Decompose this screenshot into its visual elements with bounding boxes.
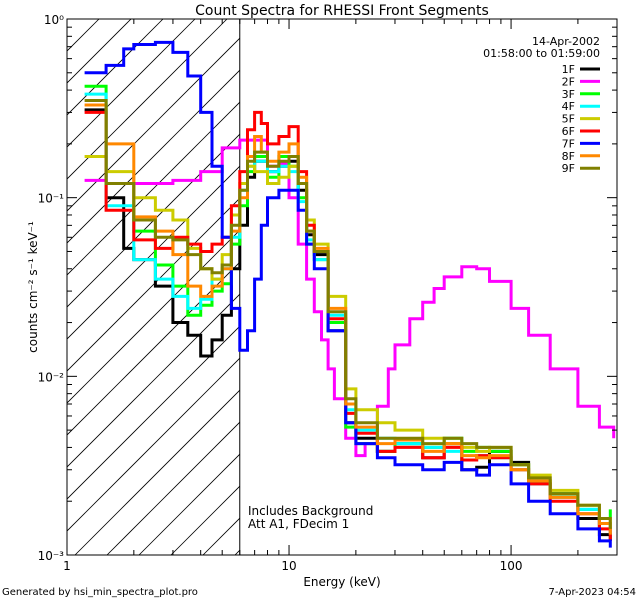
series-line-5f: [84, 155, 612, 529]
hatch-line: [67, 133, 240, 308]
series-line-3f: [84, 84, 612, 520]
hatch-line: [67, 261, 240, 436]
hatch-line: [138, 453, 240, 555]
series-line-8f: [84, 103, 612, 535]
legend-label-8f: 8F: [562, 150, 575, 163]
series-lines: [84, 40, 616, 548]
y-axis-label: counts cm⁻² s⁻¹ keV⁻¹: [26, 221, 40, 353]
y-tick-label: 10⁻²: [38, 370, 65, 384]
legend-label-2f: 2F: [562, 75, 575, 88]
y-tick-label: 10⁰: [44, 13, 64, 27]
legend-label-5f: 5F: [562, 113, 575, 126]
date-label: 14-Apr-2002: [532, 35, 600, 48]
hatch-line: [267, 19, 640, 555]
series-line-9f: [84, 99, 612, 529]
hatch-line: [106, 421, 240, 555]
legend-label-3f: 3F: [562, 88, 575, 101]
hatch-line: [67, 357, 240, 532]
hatch-line: [67, 101, 240, 276]
plot-frame: [66, 18, 618, 556]
x-tick-label: 10: [281, 559, 296, 573]
annotation-background: Includes Background: [248, 504, 373, 518]
series-line-7f: [84, 40, 612, 548]
legend-label-9f: 9F: [562, 162, 575, 175]
axis-ticks: 1 10 100 10⁰ 10⁻¹ 10⁻² 10⁻³: [38, 13, 618, 573]
hatch-line: [67, 325, 240, 500]
hatch-line: [67, 19, 228, 180]
footer-date: 7-Apr-2023 04:54: [549, 587, 636, 598]
hatch-line: [67, 19, 100, 52]
x-tick-label: 1: [63, 559, 71, 573]
hatch-line: [67, 229, 240, 404]
footer-generated-by: Generated by hsi_min_spectra_plot.pro: [2, 587, 198, 598]
y-tick-label: 10⁻³: [38, 549, 65, 563]
legend-label-1f: 1F: [562, 63, 575, 76]
series-line-4f: [84, 92, 612, 535]
hatch-line: [67, 19, 164, 116]
legend-label-6f: 6F: [562, 125, 575, 138]
hatch-line: [67, 165, 240, 340]
hatch-line: [67, 19, 132, 84]
hatch-line: [74, 389, 240, 555]
hatch-line: [67, 293, 240, 468]
x-tick-label: 100: [500, 559, 523, 573]
annotation-attenuator: Att A1, FDecim 1: [248, 517, 349, 531]
legend-label-7f: 7F: [562, 137, 575, 150]
hatch-line: [67, 69, 240, 244]
legend-label-4f: 4F: [562, 100, 575, 113]
y-tick-label: 10⁻¹: [38, 192, 65, 206]
series-line-6f: [84, 110, 612, 541]
time-range-label: 01:58:00 to 01:59:00: [483, 47, 600, 60]
hatch-line: [67, 37, 240, 212]
chart-title: Count Spectra for RHESSI Front Segments: [195, 3, 489, 19]
hatch-line: [67, 197, 240, 372]
series-line-2f: [84, 138, 616, 458]
x-axis-label: Energy (keV): [303, 575, 380, 589]
